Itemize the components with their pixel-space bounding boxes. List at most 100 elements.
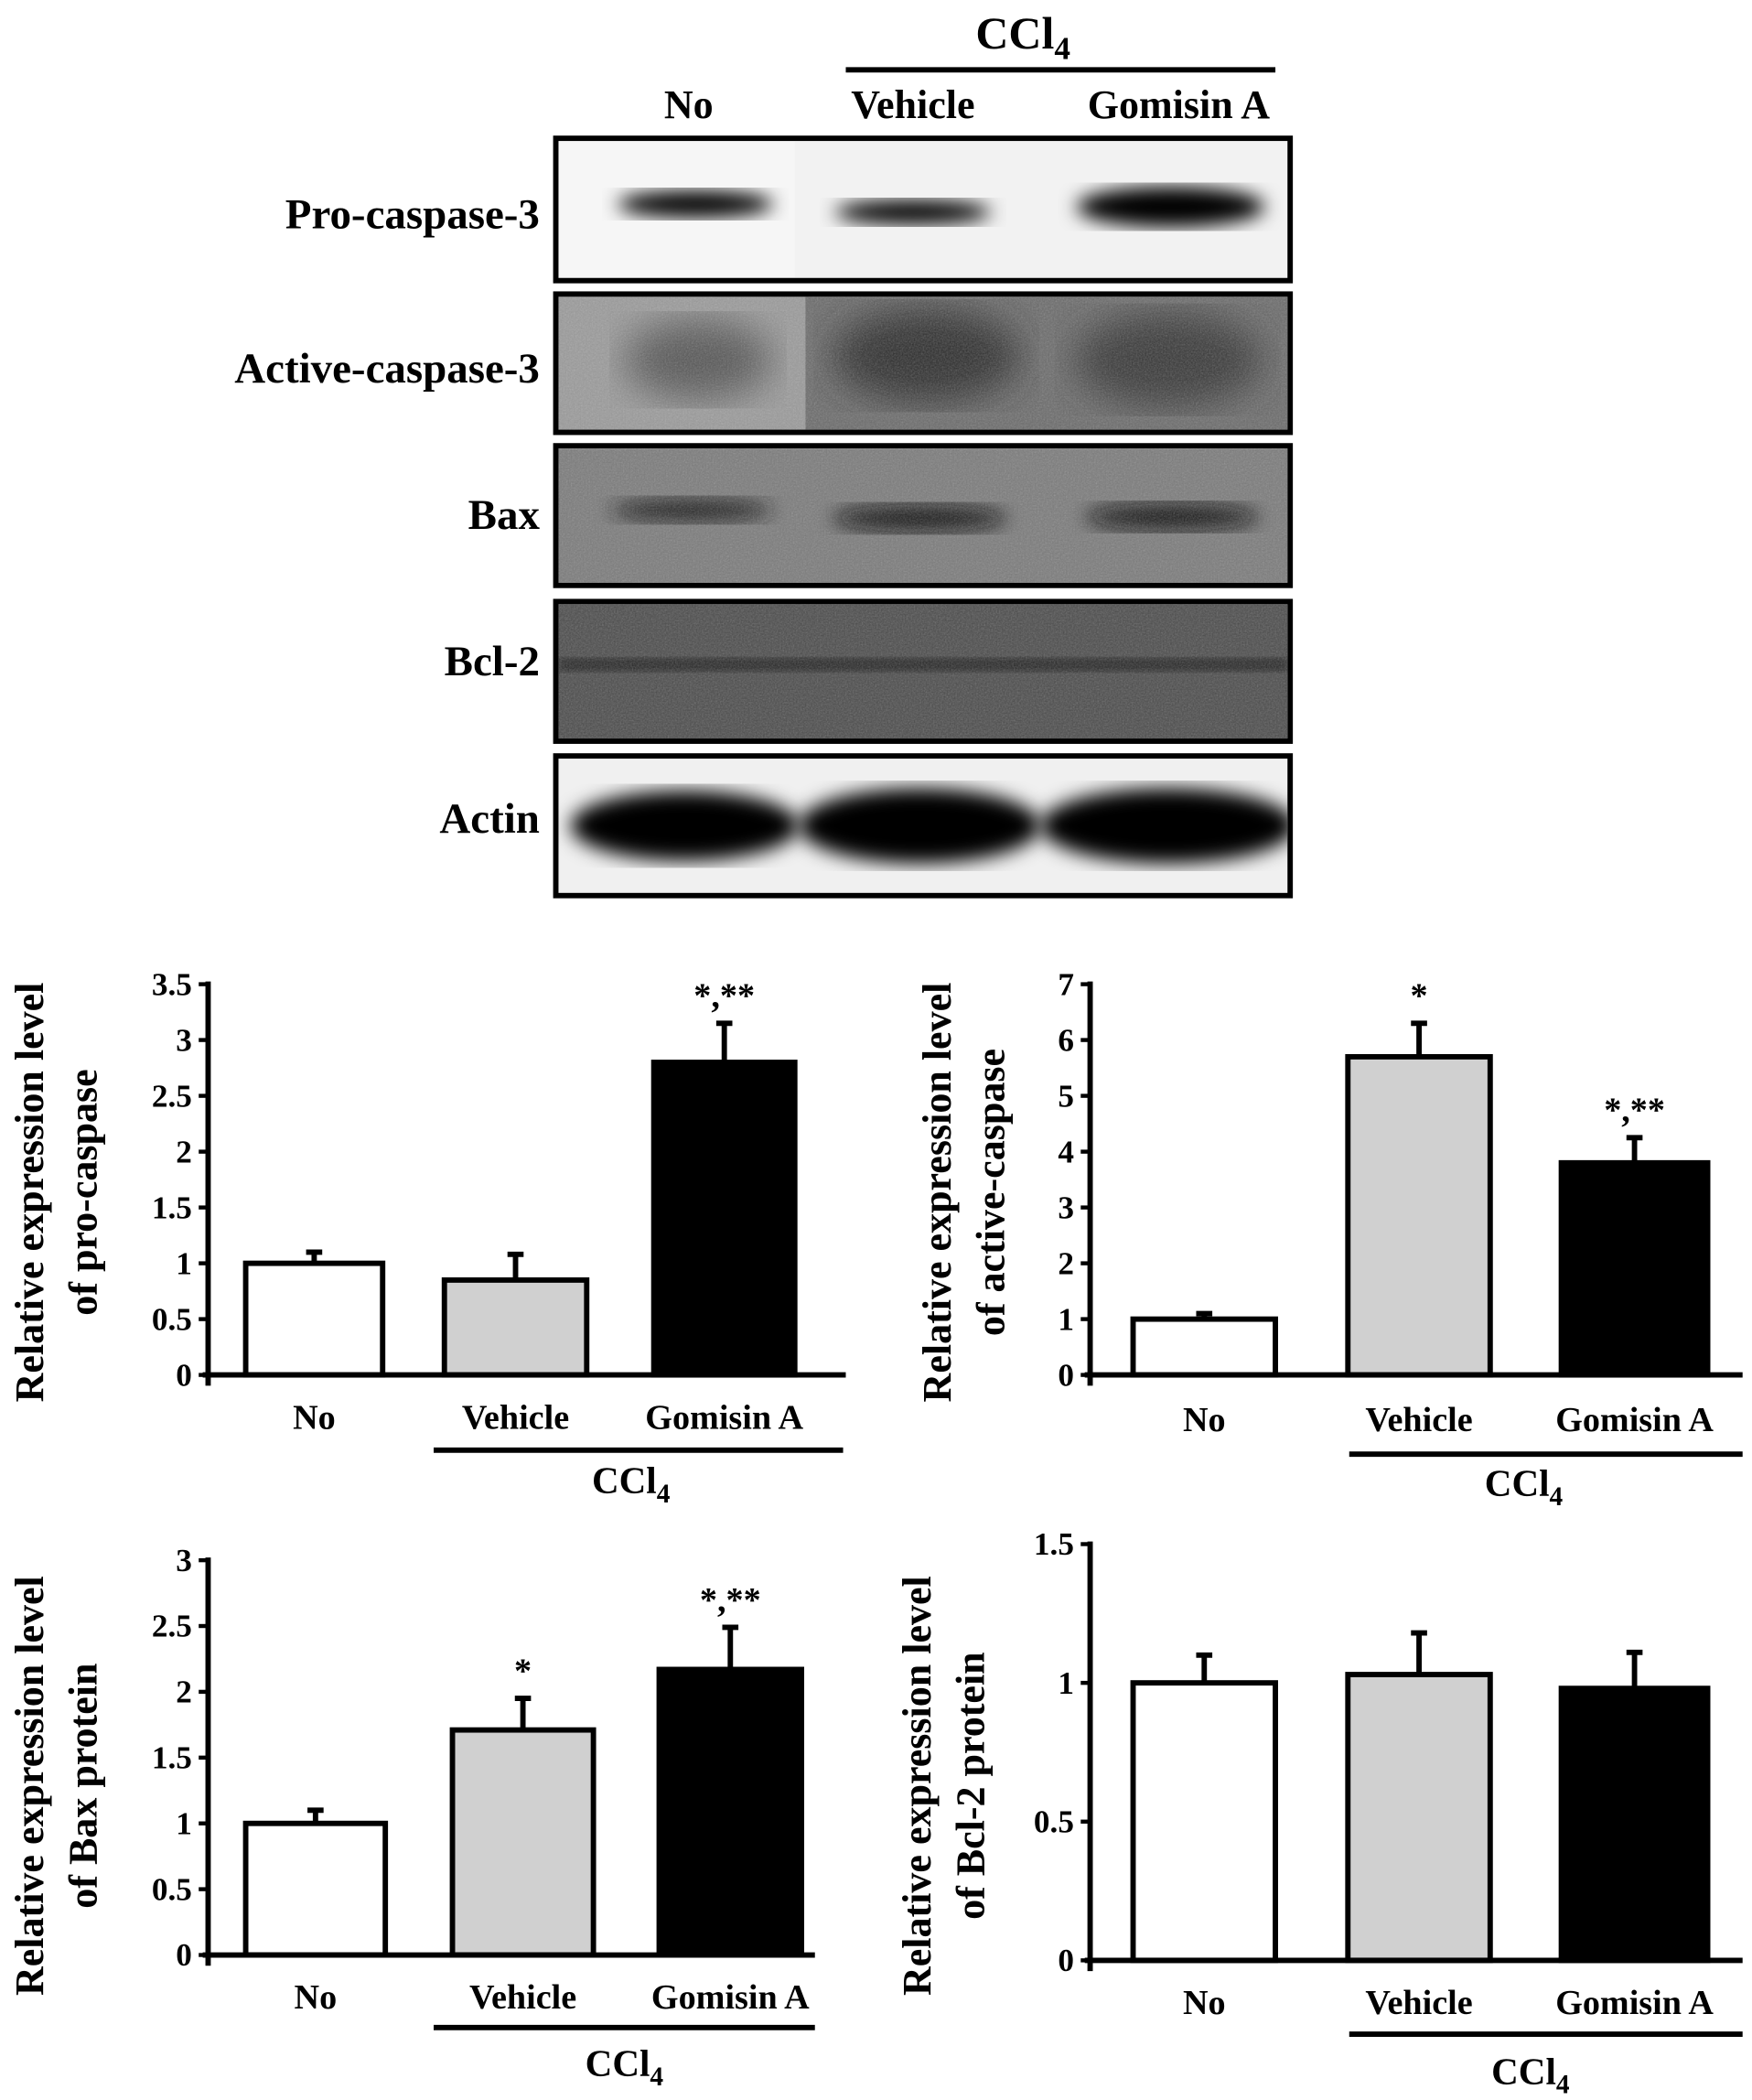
ccl4-subscript: 4 [1054, 31, 1070, 67]
significance-label: * [1411, 977, 1428, 1016]
x-tick-label: Vehicle [469, 1978, 576, 2017]
ccl4-text: CCl [592, 1459, 657, 1502]
y-axis-label: of Bcl-2 protein [949, 1652, 994, 1920]
y-tick-label: 5 [1058, 1078, 1074, 1114]
significance-label: * [514, 1652, 532, 1690]
ccl4-group-label: CCl4 [592, 1459, 671, 1509]
y-axis-label: of Bax protein [61, 1664, 106, 1909]
bar-vehicle [449, 1727, 597, 1958]
x-tick-label: Vehicle [1365, 1401, 1472, 1439]
x-tick-label: No [295, 1978, 338, 2017]
x-tick-label: No [1183, 1984, 1226, 2022]
bar-gomisin-a [656, 1666, 804, 1958]
x-tick-label: Gomisin A [645, 1398, 803, 1437]
bar-no [242, 1820, 389, 1958]
chart-1: No Vehicle *,** Gomisin A 0 0.5 1 1.5 2 2.5 3 3.5 Re… [7, 966, 846, 1509]
y-tick-label: 1.5 [152, 1190, 192, 1225]
ccl4-text: CCl [1485, 1462, 1550, 1504]
ccl4-subscript: 4 [1556, 2071, 1570, 2100]
significance-label: *,** [700, 1581, 761, 1620]
band [799, 788, 1041, 864]
y-tick-label: 3.5 [152, 966, 192, 1002]
y-tick-label: 2.5 [152, 1609, 192, 1644]
y-tick-label: 0 [1058, 1357, 1074, 1393]
blot-pro-caspase-3 [553, 135, 1294, 284]
y-tick-label: 4 [1058, 1134, 1074, 1169]
bar-gomisin-a [650, 1060, 798, 1378]
y-axis-label: Relative expression level [7, 1576, 52, 1996]
y-tick-label: 2 [1058, 1245, 1074, 1281]
y-tick-label: 0 [176, 1357, 192, 1393]
lane-label-gomisin-a: Gomisin A [1088, 82, 1271, 127]
band [618, 190, 774, 218]
x-tick-label: Gomisin A [1555, 1984, 1714, 2022]
y-tick-label: 2 [176, 1134, 192, 1169]
y-tick-label: 0 [176, 1937, 192, 1973]
x-tick-label: Gomisin A [1555, 1401, 1714, 1439]
lane-label-no: No [664, 82, 714, 127]
blot-bcl-2 [553, 598, 1294, 744]
ccl4-text: CCl [586, 2042, 650, 2084]
y-axis-label: of active-caspase [969, 1049, 1014, 1336]
significance-label: *,** [1604, 1092, 1665, 1130]
blot-header: CCl4 No Vehicle Gomisin A [664, 8, 1276, 127]
bar-no [242, 1260, 386, 1378]
significance-label: *,** [693, 977, 755, 1016]
ccl4-group-label: CCl4 [1485, 1462, 1564, 1512]
ccl4-group-label: CCl4 [975, 8, 1070, 67]
y-tick-label: 0.5 [152, 1871, 192, 1907]
row-label-actin: Actin [439, 795, 540, 843]
y-tick-label: 1.5 [152, 1740, 192, 1776]
y-tick-label: 6 [1058, 1022, 1074, 1058]
bar-vehicle [1345, 1672, 1493, 1964]
y-tick-label: 1 [176, 1245, 192, 1281]
row-label-active-caspase-3: Active-caspase-3 [234, 345, 540, 393]
chart-2: No * Vehicle *,** Gomisin A 0 1 2 3 4 5 6 7 Relative … [915, 966, 1743, 1512]
y-tick-label: 2.5 [152, 1078, 192, 1114]
blot-row-labels: Pro-caspase-3 Active-caspase-3 Bax Bcl-2… [234, 190, 540, 842]
y-tick-label: 3 [1058, 1190, 1074, 1225]
bar-vehicle [441, 1276, 590, 1378]
y-axis-label: Relative expression level [915, 983, 960, 1403]
band [1076, 186, 1265, 227]
row-label-pro-caspase-3: Pro-caspase-3 [285, 190, 540, 238]
x-tick-label: Vehicle [1365, 1984, 1472, 2022]
y-tick-label: 1.5 [1034, 1526, 1074, 1562]
y-tick-label: 0.5 [1034, 1804, 1074, 1839]
y-axis-label: of pro-caspase [61, 1069, 106, 1315]
ccl4-subscript: 4 [1550, 1482, 1564, 1512]
ccl4-subscript: 4 [650, 2062, 663, 2092]
y-tick-label: 0 [1058, 1943, 1074, 1978]
band [834, 199, 991, 225]
ccl4-group-label: CCl4 [586, 2042, 664, 2092]
blot-actin [553, 753, 1294, 899]
ccl4-text: CCl [1491, 2050, 1556, 2092]
ccl4-text: CCl [975, 8, 1054, 59]
chart-4: No Vehicle Gomisin A 0 0.5 1 1.5 Relative expre… [895, 1526, 1743, 2100]
y-axis-label: Relative expression level [895, 1576, 940, 1996]
y-tick-label: 2 [176, 1675, 192, 1710]
row-label-bcl-2: Bcl-2 [445, 638, 540, 685]
bar-vehicle [1345, 1053, 1493, 1378]
ccl4-subscript: 4 [657, 1480, 671, 1509]
x-tick-label: No [293, 1398, 336, 1437]
band [570, 791, 800, 861]
y-axis-label: Relative expression level [7, 983, 52, 1403]
ccl4-group-label: CCl4 [1491, 2050, 1570, 2099]
bar-gomisin-a [1558, 1685, 1711, 1964]
bar-charts: No Vehicle *,** Gomisin A 0 0.5 1 1.5 2 2.5 3 3.5 Re… [7, 966, 1743, 2100]
x-tick-label: Gomisin A [651, 1978, 810, 2017]
lane-label-vehicle: Vehicle [851, 82, 974, 127]
blot-bax [553, 443, 1294, 588]
blot-active-caspase-3 [553, 291, 1294, 436]
x-tick-label: Vehicle [462, 1398, 569, 1437]
y-tick-label: 0.5 [152, 1301, 192, 1337]
bar-no [1130, 1680, 1278, 1964]
y-tick-label: 7 [1058, 966, 1074, 1002]
bar-gomisin-a [1558, 1159, 1711, 1378]
y-tick-label: 1 [176, 1805, 192, 1841]
row-label-bax: Bax [468, 491, 541, 539]
y-tick-label: 1 [1058, 1301, 1074, 1337]
y-tick-label: 3 [176, 1543, 192, 1578]
